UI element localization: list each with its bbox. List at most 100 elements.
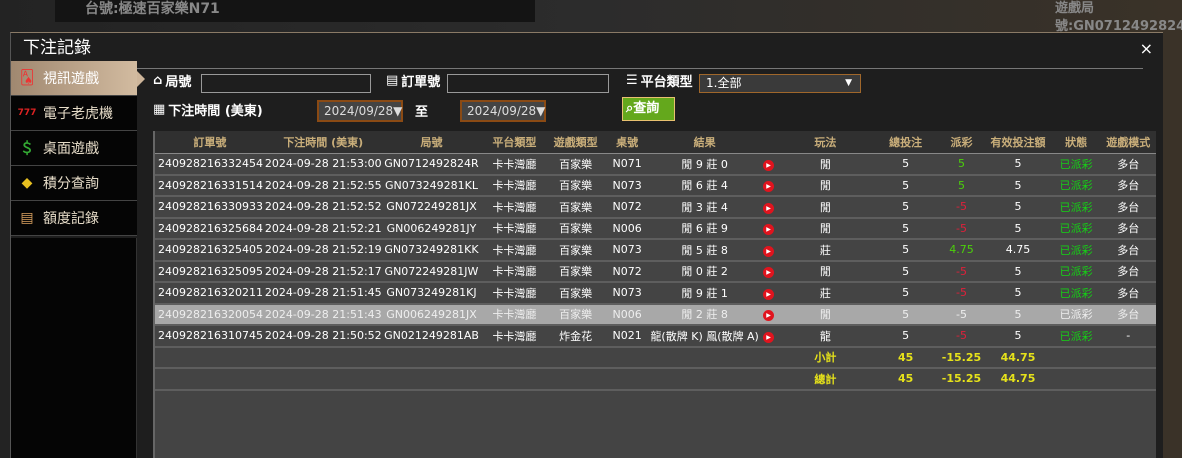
total-bet-cell: 5 [872, 174, 939, 197]
play-type-cell: 閒 [778, 174, 873, 197]
play-video-icon[interactable]: ▶ [763, 159, 775, 171]
divider [11, 68, 1143, 69]
table-row[interactable]: 240928216332454 2024-09-28 21:53:00 GN0712… [155, 153, 1156, 176]
subtotal-payout: -15.25 [938, 346, 985, 369]
table-row[interactable]: 240928216331514 2024-09-28 21:52:55 GN0732… [155, 174, 1156, 197]
sidebar-fill [11, 238, 137, 458]
close-icon[interactable]: × [1139, 39, 1153, 58]
play-video-icon[interactable]: ▶ [763, 331, 775, 343]
empty-cell [381, 368, 482, 391]
payout-cell: -5 [938, 325, 985, 348]
empty-cell [155, 368, 265, 391]
bet-time-cell: 2024-09-28 21:52:21 [264, 217, 382, 240]
empty-cell [547, 346, 604, 369]
time-label-text: 下注時間 (美東) [168, 104, 263, 119]
table-row[interactable]: 240928216325405 2024-09-28 21:52:19 GN0732… [155, 239, 1156, 262]
valid-bet-cell: 5 [984, 196, 1052, 219]
status-cell: 已派彩 [1051, 239, 1101, 262]
round-input[interactable] [201, 74, 371, 93]
game-mode-cell: - [1100, 325, 1156, 348]
empty-cell [758, 346, 779, 369]
round-no-cell: GN021249281AB [381, 325, 482, 348]
round-no-cell: GN006249281JY [381, 217, 482, 240]
total-bet-cell: 5 [872, 282, 939, 305]
order-no-cell: 240928216320211 [155, 282, 265, 305]
play-video-icon[interactable]: ▶ [763, 288, 775, 300]
valid-bet-cell: 5 [984, 217, 1052, 240]
replay-cell: ▶ [758, 153, 779, 176]
table-no-cell: N073 [603, 174, 651, 197]
valid-bet-cell: 5 [984, 174, 1052, 197]
date-to-picker[interactable]: 2024/09/28▼ [460, 100, 546, 122]
play-video-icon[interactable]: ▶ [763, 224, 775, 236]
sidebar-item-label: 桌面遊戲 [43, 141, 99, 157]
play-video-icon[interactable]: ▶ [763, 310, 775, 322]
table-no-cell: N021 [603, 325, 651, 348]
table-row[interactable]: 240928216325684 2024-09-28 21:52:21 GN0062… [155, 217, 1156, 240]
result-cell: 閒 3 莊 4 [650, 196, 759, 219]
sidebar-item-0[interactable]: 🂡 視訊遊戲 [11, 61, 145, 96]
play-type-cell: 閒 [778, 260, 873, 283]
table-no-cell: N006 [603, 303, 651, 326]
sidebar-item-2[interactable]: ＄ 桌面遊戲 [11, 131, 137, 166]
round-no-cell: GN0712492824R [381, 153, 482, 176]
payout-cell: -5 [938, 303, 985, 326]
valid-bet-cell: 5 [984, 282, 1052, 305]
platform-select[interactable]: 1.全部 ▼ [699, 74, 861, 93]
list-icon: ☰ [626, 73, 638, 88]
table-row[interactable]: 240928216320054 2024-09-28 21:51:43 GN0062… [155, 303, 1156, 326]
replay-cell: ▶ [758, 260, 779, 283]
platform-cell: 卡卡灣廳 [481, 239, 548, 262]
play-video-icon[interactable]: ▶ [763, 202, 775, 214]
slot-777-icon: 777 [17, 108, 37, 118]
order-no-cell: 240928216310745 [155, 325, 265, 348]
order-input[interactable] [447, 74, 609, 93]
date-from-picker[interactable]: 2024/09/28▼ [317, 100, 403, 122]
play-type-cell: 閒 [778, 303, 873, 326]
query-button[interactable]: ⌕查詢 [622, 97, 675, 121]
column-header [758, 131, 779, 154]
sidebar-item-3[interactable]: ◆ 積分查詢 [11, 166, 137, 201]
status-cell: 已派彩 [1051, 282, 1101, 305]
replay-cell: ▶ [758, 325, 779, 348]
play-video-icon[interactable]: ▶ [763, 267, 775, 279]
empty-cell [381, 346, 482, 369]
sidebar-item-4[interactable]: ▤ 額度記錄 [11, 201, 137, 236]
table-row[interactable]: 240928216320211 2024-09-28 21:51:45 GN0732… [155, 282, 1156, 305]
round-label-text: 局號 [165, 75, 192, 90]
column-header: 平台類型 [481, 131, 548, 154]
column-header: 桌號 [603, 131, 651, 154]
column-header: 訂單號 [155, 131, 265, 154]
table-no-cell: N073 [603, 282, 651, 305]
game-type-cell: 百家樂 [547, 239, 604, 262]
play-type-cell: 龍 [778, 325, 873, 348]
play-video-icon[interactable]: ▶ [763, 245, 775, 257]
date-to-value: 2024/09/28 [467, 104, 537, 118]
empty-cell [481, 368, 548, 391]
table-row[interactable]: 240928216310745 2024-09-28 21:50:52 GN0212… [155, 325, 1156, 348]
total-payout: -15.25 [938, 368, 985, 391]
payout-cell: -5 [938, 282, 985, 305]
order-label: ▤ 訂單號 [386, 71, 440, 90]
background-table-label: 台號:極速百家樂N71 [55, 0, 535, 22]
tag-icon: ⌂ [153, 73, 163, 88]
table-row[interactable]: 240928216330933 2024-09-28 21:52:52 GN0722… [155, 196, 1156, 219]
total-row: 總計 45 -15.25 44.75 [155, 368, 1156, 391]
result-cell: 閒 0 莊 2 [650, 260, 759, 283]
sidebar-item-label: 積分查詢 [43, 176, 99, 192]
sidebar-item-1[interactable]: 777 電子老虎機 [11, 96, 137, 131]
table-row[interactable]: 240928216325095 2024-09-28 21:52:17 GN0722… [155, 260, 1156, 283]
game-type-cell: 百家樂 [547, 153, 604, 176]
result-cell: 閒 5 莊 8 [650, 239, 759, 262]
total-bet-cell: 5 [872, 260, 939, 283]
game-mode-cell: 多台 [1100, 217, 1156, 240]
round-no-cell: GN072249281JW [381, 260, 482, 283]
status-cell: 已派彩 [1051, 174, 1101, 197]
bet-time-cell: 2024-09-28 21:52:19 [264, 239, 382, 262]
play-video-icon[interactable]: ▶ [763, 181, 775, 193]
order-label-text: 訂單號 [401, 75, 441, 90]
round-no-cell: GN073249281KK [381, 239, 482, 262]
round-label: ⌂ 局號 [153, 71, 191, 90]
query-label: 查詢 [633, 101, 660, 116]
game-mode-cell: 多台 [1100, 174, 1156, 197]
